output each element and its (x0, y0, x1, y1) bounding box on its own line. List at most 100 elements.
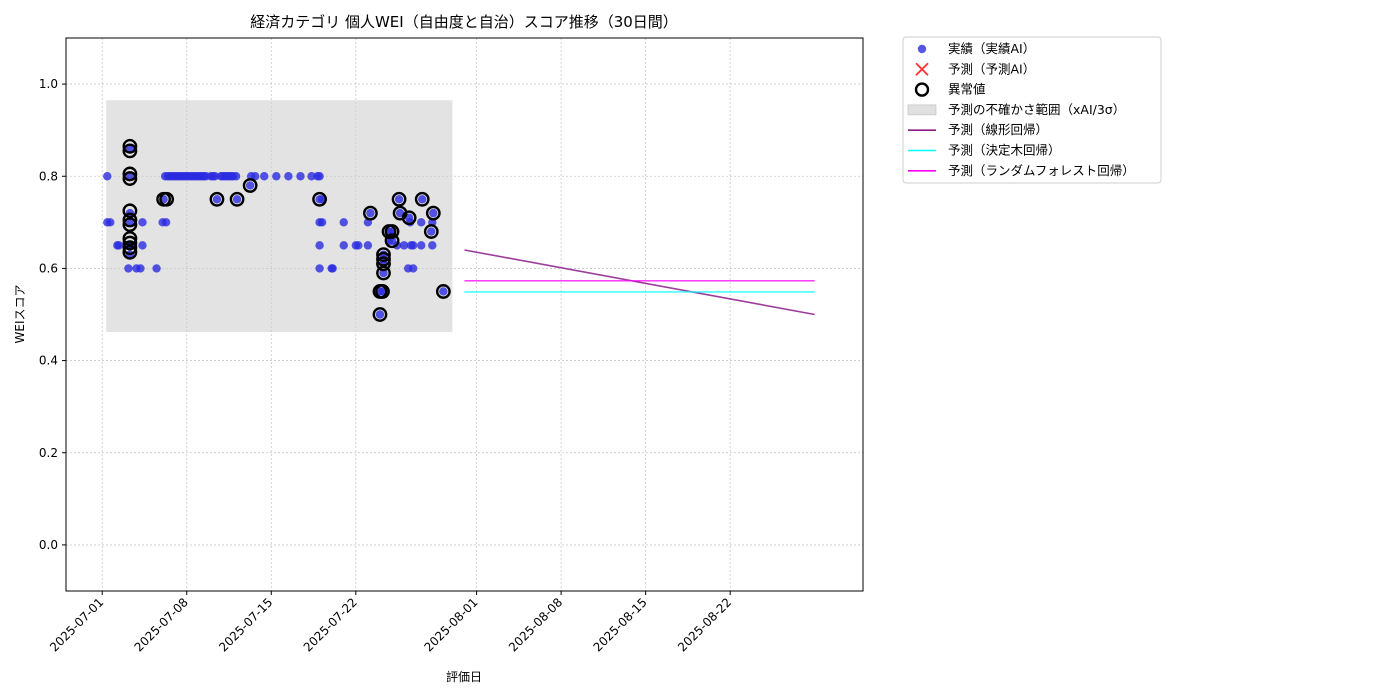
anomaly-marker (122, 240, 138, 256)
legend-box (902, 36, 1162, 184)
y-axis-title: WEIスコア (13, 285, 27, 344)
actual-point (210, 172, 220, 181)
actual-point (231, 172, 241, 181)
x-tick-label: 2025-08-15 (591, 595, 650, 654)
actual-point (125, 218, 135, 227)
anomaly-marker (376, 256, 391, 272)
legend-item-predicted: 予測（予測AI） (915, 61, 1035, 76)
x-axis-ticks: 2025-07-01 2025-07-08 2025-07-15 2025-07-22… (47, 591, 734, 654)
anomaly-marker (425, 205, 441, 221)
anomaly-marker (376, 265, 391, 281)
x-tick-label: 2025-08-22 (675, 595, 734, 654)
y-tick-label: 0.2 (39, 446, 58, 460)
x-tick-label: 2025-07-08 (132, 595, 191, 654)
y-tick-label: 0.6 (39, 261, 58, 275)
actual-point (315, 264, 324, 273)
actual-point (106, 218, 115, 227)
actual-point (136, 264, 145, 273)
legend-cross-icon (915, 62, 929, 76)
legend-item-actual: 実績（実績AI） (917, 41, 1035, 56)
legend-item-anomaly: 異常値 (914, 82, 986, 97)
anomaly-marker (122, 217, 138, 233)
actual-point (379, 268, 388, 278)
actual-point (417, 218, 426, 227)
actual-point (428, 241, 437, 250)
actual-point (429, 208, 438, 218)
legend-label: 予測（ランダムフォレスト回帰） (948, 163, 1135, 178)
legend-item-tree: 予測（決定木回帰） (908, 143, 1061, 158)
legend-item-linear: 予測（線形回帰） (908, 122, 1048, 137)
actual-point (439, 287, 448, 296)
legend-ring-icon (914, 82, 930, 97)
actual-point (124, 264, 133, 273)
actual-point (161, 218, 171, 227)
legend-label: 予測（決定木回帰） (948, 143, 1061, 158)
legend-band-swatch (907, 104, 937, 116)
x-tick-label: 2025-08-08 (506, 595, 565, 654)
anomaly-marker (391, 191, 407, 207)
chart-title: 経済カテゴリ 個人WEI（自由度と自治）スコア推移（30日間） (250, 13, 678, 31)
actual-point (339, 218, 348, 227)
legend-label: 予測（線形回帰） (948, 122, 1048, 137)
legend-label: 異常値 (948, 82, 986, 97)
x-tick-label: 2025-07-01 (47, 595, 106, 654)
actual-point (114, 241, 124, 250)
actual-point (408, 264, 418, 273)
anomaly-marker (122, 143, 138, 159)
actual-point (245, 181, 255, 190)
plot-frame (65, 37, 864, 592)
actual-points (103, 144, 448, 319)
regression-lines (464, 249, 815, 316)
anomaly-marker (372, 307, 388, 322)
actual-point (408, 241, 418, 250)
actual-point (125, 172, 135, 181)
actual-point (296, 172, 305, 181)
legend-label: 実績（実績AI） (948, 41, 1035, 56)
actual-point (427, 227, 436, 236)
linear-regression-line (464, 249, 815, 316)
actual-point (212, 195, 222, 204)
y-axis-ticks: 0.0 0.2 0.4 0.6 0.8 1.0 (39, 77, 66, 552)
x-tick-label: 2025-07-15 (216, 595, 275, 654)
actual-point (363, 241, 373, 250)
y-tick-label: 0.0 (39, 538, 58, 552)
anomaly-marker (376, 251, 391, 267)
anomaly-marker (414, 191, 430, 207)
actual-point (307, 172, 316, 181)
anomaly-marker (401, 210, 417, 226)
anomaly-marker (435, 284, 451, 299)
actual-point (328, 264, 337, 273)
actual-point (375, 310, 385, 319)
actual-point (272, 172, 281, 181)
anomaly-marker (376, 247, 391, 262)
plot-area (65, 37, 864, 592)
actual-point (250, 172, 260, 181)
legend-dot-icon (917, 44, 927, 54)
legend-item-forest: 予測（ランダムフォレスト回帰） (908, 163, 1135, 178)
x-tick-label: 2025-08-01 (421, 595, 480, 654)
anomaly-marker (423, 224, 439, 239)
x-axis-title: 評価日 (446, 669, 482, 684)
anomaly-points (122, 138, 451, 322)
anomaly-marker (122, 138, 138, 154)
actual-point (125, 144, 135, 153)
actual-point (315, 172, 324, 181)
legend-label: 予測の不確かさ範囲（xAI/3σ） (948, 102, 1125, 117)
anomaly-marker (384, 233, 400, 249)
actual-point (339, 241, 348, 250)
anomaly-marker (363, 205, 378, 221)
anomaly-marker (122, 171, 138, 186)
anomaly-marker (122, 212, 138, 228)
anomaly-marker (122, 244, 138, 260)
anomaly-marker (122, 166, 138, 182)
actual-point (232, 195, 242, 204)
anomaly-marker (122, 203, 138, 219)
actual-point (399, 241, 409, 250)
anomaly-marker (384, 224, 400, 239)
anomaly-marker (312, 191, 327, 207)
anomaly-marker (242, 178, 258, 193)
anomaly-marker (229, 191, 245, 207)
y-tick-label: 0.8 (39, 169, 58, 183)
